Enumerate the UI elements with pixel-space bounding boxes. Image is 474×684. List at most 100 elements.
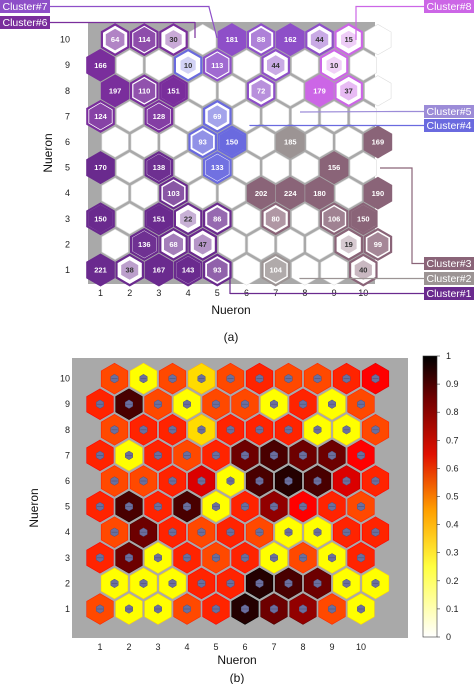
hex-cell (87, 50, 114, 80)
neuron-marker (371, 374, 380, 384)
hex-cell-empty (116, 203, 144, 235)
y-tick-label: 9 (65, 60, 70, 70)
neuron-marker (168, 425, 177, 435)
hex-count-label: 10 (184, 61, 192, 70)
hex-cell-empty (218, 75, 246, 107)
hex-cell (265, 257, 287, 283)
neuron-marker (226, 527, 235, 537)
hex-cell (87, 152, 114, 183)
hex-cell (247, 178, 275, 209)
hex-cell-empty (101, 177, 129, 209)
neuron-marker (183, 399, 191, 409)
y-tick-label: 6 (65, 137, 70, 147)
hex-cell (277, 25, 303, 55)
neuron-marker (328, 553, 336, 563)
hex-cell-empty (364, 75, 392, 107)
y-tick-label: 4 (65, 188, 70, 198)
colorbar-tick-label: 0 (446, 632, 451, 642)
hex-cell (180, 209, 197, 228)
hex-count-label: 150 (226, 138, 239, 147)
caption-a: (a) (224, 330, 239, 344)
hex-cell (365, 127, 391, 157)
neuron-marker (125, 553, 133, 563)
hex-cell-empty (160, 126, 187, 158)
neuron-marker (313, 527, 322, 537)
neuron-marker (328, 399, 336, 409)
hex-count-label: 44 (315, 35, 324, 44)
neuron-marker (313, 425, 322, 435)
colorbar-tick-label: 0.5 (446, 492, 459, 502)
hex-count-label: 221 (94, 266, 107, 275)
hex-cell (306, 75, 333, 106)
hex-count-label: 169 (372, 138, 385, 147)
neuron-marker (357, 553, 365, 563)
neuron-marker (212, 604, 220, 614)
hex-cell-empty (145, 49, 173, 81)
neuron-marker (284, 374, 293, 384)
hex-count-label: 202 (255, 189, 268, 198)
hex-count-label: 224 (284, 189, 297, 198)
hex-count-label: 104 (269, 266, 282, 275)
y-tick-label: 5 (65, 163, 70, 173)
hex-count-label: 19 (345, 240, 353, 249)
neuron-marker (168, 374, 177, 384)
neuron-marker (226, 578, 235, 588)
hex-count-label: 143 (182, 266, 195, 275)
hex-cell (133, 78, 156, 104)
callout-leader-line (50, 21, 196, 38)
hex-count-label: 80 (272, 214, 280, 223)
colorbar-tick-label: 0.1 (446, 604, 459, 614)
callout-leader-line (249, 124, 424, 127)
callout-box (424, 105, 474, 118)
neuron-marker (125, 604, 133, 614)
neuron-marker (183, 502, 191, 512)
hex-count-label: 86 (213, 214, 221, 223)
neuron-marker (357, 450, 365, 460)
hex-cell (162, 180, 185, 206)
y-tick-label: 7 (65, 111, 70, 121)
neuron-marker (241, 399, 249, 409)
hex-cell (323, 206, 345, 232)
colorbar-ticks: 0 0.1 0.2 0.3 0.4 0.5 0.6 0.7 0.8 0.9 1 (437, 351, 459, 642)
neuron-marker (270, 553, 278, 563)
callout-leader-line (299, 277, 424, 280)
neuron-marker (342, 425, 351, 435)
hex-count-label: 30 (169, 35, 177, 44)
cluster-callouts: Cluster#7 Cluster#6 Cluster#8 Cluster#5 Clus… (0, 0, 474, 300)
neuron-marker (197, 425, 206, 435)
hex-cell (267, 55, 285, 76)
hex-cell-empty (130, 126, 158, 158)
hex-count-label: 156 (328, 163, 341, 172)
x-tick-label: 3 (155, 642, 160, 652)
x-tick-label: 4 (186, 288, 191, 298)
x-tick-label: 6 (242, 642, 247, 652)
hex-count-label: 128 (153, 112, 166, 121)
hex-cell (219, 127, 245, 157)
callout-box (424, 257, 474, 270)
hex-cell-empty (349, 100, 377, 132)
hex-cell-empty (364, 24, 392, 56)
neuron-marker (110, 578, 119, 588)
neuron-marker (96, 502, 104, 512)
y-tick-label: 6 (65, 476, 70, 486)
neuron-marker (255, 425, 264, 435)
colorbar-tick-label: 0.9 (446, 379, 459, 389)
hex-count-label: 22 (184, 214, 192, 223)
hex-cell (306, 178, 333, 209)
neuron-marker (212, 502, 220, 512)
colorbar-tick-label: 0.8 (446, 407, 459, 417)
hex-cell (165, 30, 182, 50)
colorbar-tick-label: 0.4 (446, 520, 459, 530)
neuron-marker (371, 527, 380, 537)
hex-count-label: 72 (257, 86, 265, 95)
hex-cell (251, 27, 272, 52)
neuron-marker (125, 502, 133, 512)
hex-count-label: 185 (284, 138, 297, 147)
cluster-label: Cluster#1 (427, 288, 472, 300)
neuron-marker (270, 604, 278, 614)
neuron-marker (226, 476, 235, 486)
neuron-marker (168, 476, 177, 486)
neuron-marker (139, 527, 148, 537)
neuron-marker (183, 604, 191, 614)
